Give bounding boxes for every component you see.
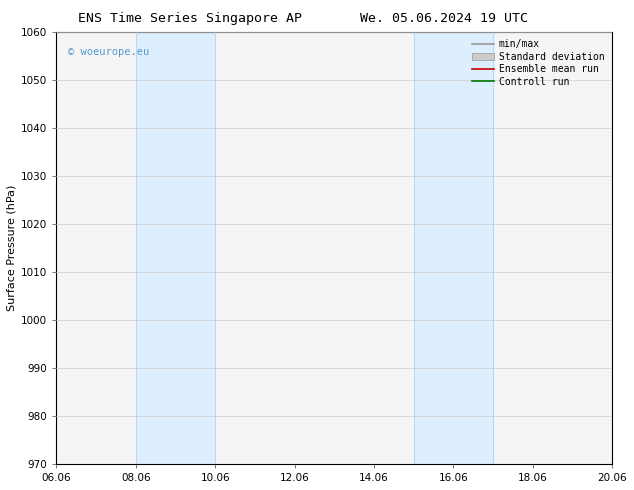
Bar xyxy=(136,31,215,464)
Y-axis label: Surface Pressure (hPa): Surface Pressure (hPa) xyxy=(7,185,17,311)
Legend: min/max, Standard deviation, Ensemble mean run, Controll run: min/max, Standard deviation, Ensemble me… xyxy=(470,36,607,90)
Text: ENS Time Series Singapore AP: ENS Time Series Singapore AP xyxy=(78,12,302,25)
Text: © woeurope.eu: © woeurope.eu xyxy=(67,47,149,57)
Text: We. 05.06.2024 19 UTC: We. 05.06.2024 19 UTC xyxy=(360,12,527,25)
Bar xyxy=(414,31,493,464)
